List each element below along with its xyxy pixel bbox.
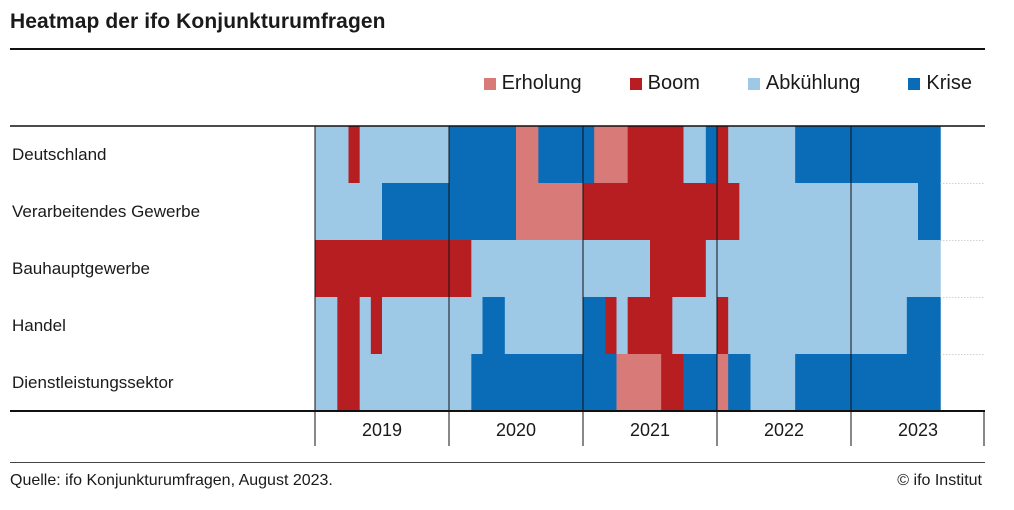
year-label-2019: 2019 [361, 420, 403, 440]
heatmap-cell [683, 354, 718, 411]
legend-swatch-krise [908, 77, 921, 90]
heatmap-cell [315, 240, 472, 297]
legend-item-abkuehlung: Abkühlung [747, 72, 861, 95]
heatmap-cell [504, 297, 584, 354]
heatmap-cell [661, 354, 684, 411]
heatmap-cell [705, 126, 718, 183]
row-label-deutschland: Deutschland [12, 145, 107, 164]
heatmap-cell [717, 354, 729, 411]
heatmap-cell [594, 126, 629, 183]
title-rule [10, 48, 985, 50]
heatmap-cell [795, 354, 941, 411]
heatmap-cell [705, 240, 941, 297]
chart-title: Heatmap der ifo Konjunkturumfragen [10, 10, 386, 33]
row-label-dienstleistungssektor: Dienstleistungssektor [12, 373, 174, 392]
heatmap-cell [717, 126, 729, 183]
heatmap-cell [739, 183, 919, 240]
heatmap-cell [583, 183, 740, 240]
heatmap-cell [616, 297, 629, 354]
row-label-verarbeitendes-gewerbe: Verarbeitendes Gewerbe [12, 202, 201, 221]
year-label-2023: 2023 [897, 420, 939, 440]
heatmap-cell [683, 126, 707, 183]
heatmap-cell [627, 297, 673, 354]
legend-label-krise: Krise [926, 72, 972, 94]
heatmap-cell [583, 297, 606, 354]
heatmap-cell [315, 297, 338, 354]
heatmap-cell [315, 354, 338, 411]
heatmap-cell [337, 354, 361, 411]
legend-swatch-boom [629, 77, 642, 90]
legend-item-krise: Krise [908, 72, 972, 95]
heatmap-cell [605, 297, 617, 354]
legend: Erholung Boom Abkühlung Krise [483, 72, 972, 95]
heatmap-cell [728, 126, 796, 183]
legend-item-erholung: Erholung [483, 72, 582, 95]
heatmap-cell [627, 126, 684, 183]
heatmap-cell [672, 297, 718, 354]
heatmap-cell [315, 183, 383, 240]
row-label-bauhauptgewerbe: Bauhauptgewerbe [12, 259, 151, 278]
heatmap-cell [337, 297, 361, 354]
heatmap-cell [359, 297, 372, 354]
legend-label-erholung: Erholung [501, 72, 582, 94]
legend-swatch-erholung [483, 77, 496, 90]
heatmap-cell [906, 297, 941, 354]
year-label-2022: 2022 [763, 420, 805, 440]
heatmap-cell [728, 354, 751, 411]
footer-rule [10, 462, 985, 463]
heatmap-cell [359, 354, 472, 411]
heatmap-cell [538, 126, 595, 183]
heatmap-cell [728, 297, 908, 354]
heatmap-cell [516, 183, 584, 240]
heatmap-cell [717, 297, 729, 354]
heatmap-cell [315, 126, 349, 183]
heatmap-cell [471, 240, 651, 297]
heatmap-cell [471, 354, 617, 411]
heatmap-cell [482, 297, 506, 354]
heatmap-cell [750, 354, 796, 411]
heatmap-cell [795, 126, 941, 183]
heatmap-cell [348, 126, 361, 183]
heatmap-cell [449, 126, 517, 183]
heatmap-cell [382, 297, 483, 354]
year-label-2021: 2021 [629, 420, 671, 440]
legend-label-abkuehlung: Abkühlung [765, 72, 861, 94]
copyright-note: © ifo Institut [897, 472, 982, 489]
heatmap-cell [616, 354, 662, 411]
heatmap-cell [918, 183, 941, 240]
legend-label-boom: Boom [647, 72, 700, 94]
source-note: Quelle: ifo Konjunkturumfragen, August 2… [10, 472, 333, 489]
row-label-handel: Handel [12, 316, 66, 335]
legend-swatch-abkuehlung [747, 77, 760, 90]
heatmap-cell [370, 297, 383, 354]
year-label-2020: 2020 [495, 420, 537, 440]
heatmap-cell [650, 240, 707, 297]
heatmap-cell [359, 126, 450, 183]
heatmap-cell [516, 126, 539, 183]
legend-item-boom: Boom [629, 72, 700, 95]
